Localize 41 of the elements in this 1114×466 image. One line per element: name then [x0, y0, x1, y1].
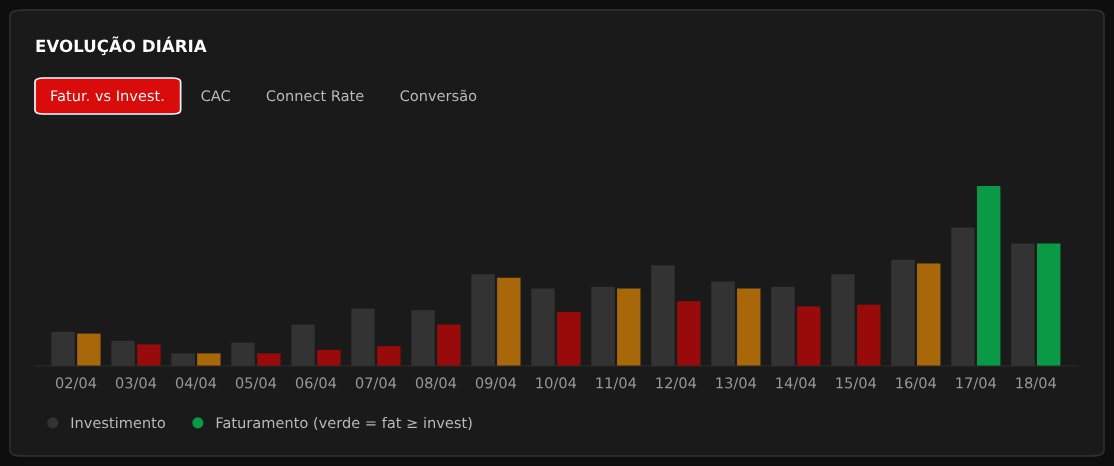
x-tick-label: 02/04: [55, 377, 97, 390]
text: Connect Rate: [266, 90, 364, 102]
text: CAC: [201, 90, 230, 102]
bar: [737, 288, 761, 366]
text: Conversão: [400, 89, 477, 102]
x-tick-label: 13/04: [716, 377, 757, 390]
bar: [137, 344, 161, 366]
bar: [917, 263, 941, 366]
bar: [1037, 243, 1061, 366]
bar: [557, 312, 581, 366]
x-tick-label: 15/04: [836, 377, 877, 390]
bar: [377, 346, 401, 366]
x-tick-label: 11/04: [596, 377, 637, 390]
bar: [797, 306, 821, 366]
chart-title: EVOLUÇÃO DIÁRIA: [36, 36, 207, 56]
bar: [77, 333, 101, 366]
x-tick-label: 08/04: [415, 377, 457, 390]
bar: [497, 277, 521, 366]
x-tick-label: 03/04: [115, 377, 157, 390]
legend-label: Investimento: [71, 416, 165, 429]
x-tick-label: 07/04: [355, 377, 397, 390]
bar: [857, 304, 881, 366]
x-tick-label: 06/04: [295, 377, 337, 390]
bar: [977, 186, 1001, 366]
bar: [317, 349, 341, 366]
text: Fatur. vs Invest.: [51, 90, 164, 102]
x-tick-label: 14/04: [776, 377, 817, 390]
bar: [617, 288, 641, 366]
bar: [437, 324, 461, 366]
x-tick-label: 12/04: [656, 377, 697, 390]
bar: [257, 353, 281, 366]
x-tick-label: 09/04: [475, 377, 517, 390]
legend-label: Faturamento (verde = fat ≥ invest): [216, 416, 472, 430]
bar: [677, 301, 701, 366]
x-tick-label: 16/04: [896, 377, 937, 390]
x-tick-label: 18/04: [1016, 377, 1056, 390]
x-tick-label: 04/04: [175, 377, 217, 390]
x-tick-label: 10/04: [536, 377, 577, 390]
x-tick-label: 17/04: [956, 377, 997, 390]
bar: [197, 353, 221, 366]
x-tick-label: 05/04: [235, 377, 277, 390]
